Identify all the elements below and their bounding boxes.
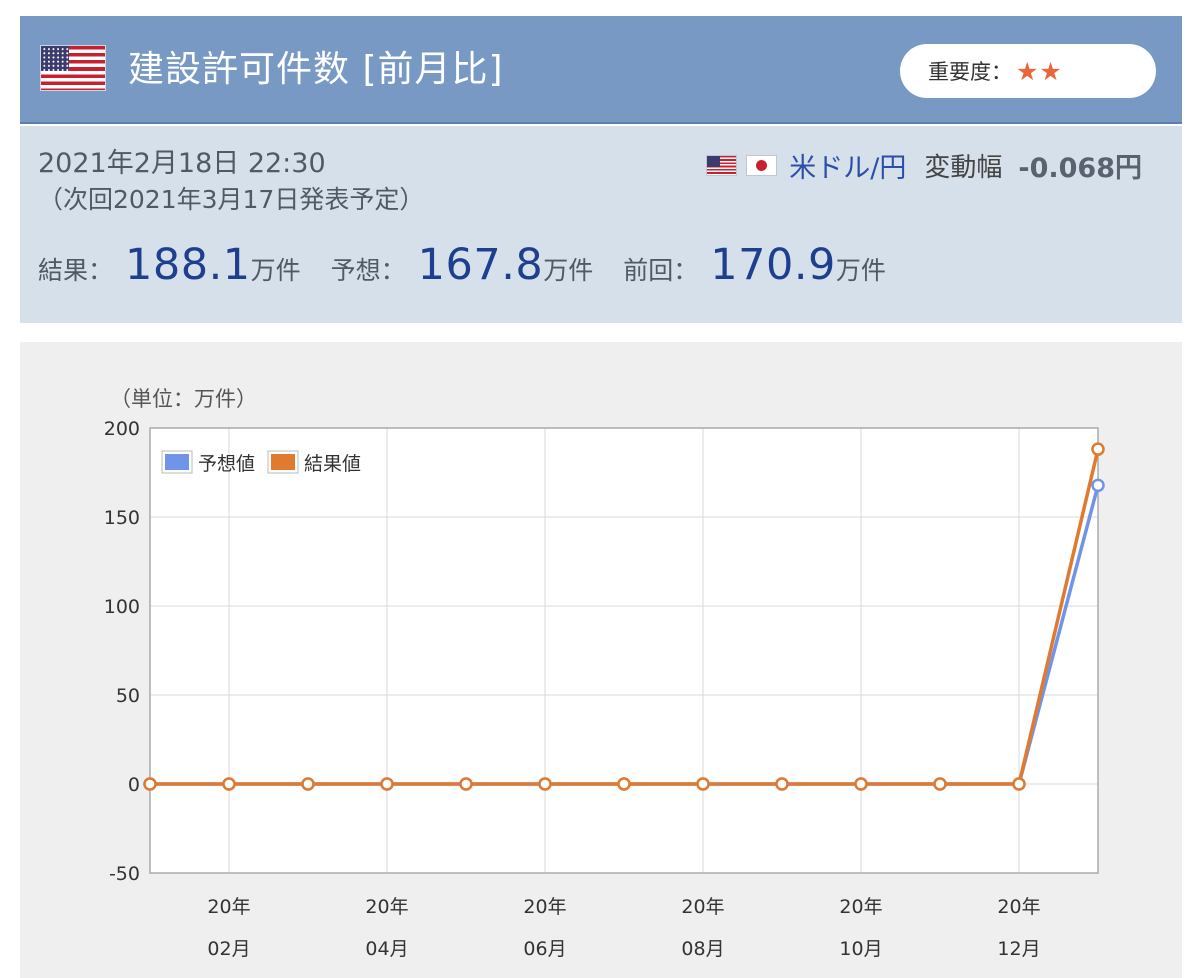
- currency-pair-link[interactable]: 米ドル/円: [789, 153, 907, 184]
- x-tick-label-year: 20年: [207, 896, 250, 918]
- importance-label: 重要度：: [928, 60, 1012, 84]
- legend-label: 結果値: [304, 453, 361, 475]
- data-point-result: [459, 777, 473, 791]
- y-tick-label: 100: [104, 596, 140, 618]
- x-tick-label-year: 20年: [365, 896, 408, 918]
- plot-frame: [149, 427, 1099, 874]
- result-unit: 万件: [250, 256, 301, 285]
- x-tick-label-month: 04月: [365, 938, 408, 960]
- release-datetime: 2021年2月18日 22:30: [38, 148, 326, 179]
- y-tick-label: 50: [116, 685, 140, 707]
- line-chart: （単位：万件） 200 150 100 50 0 -50 20年 02月 20年 04月 20年 06…: [104, 387, 1105, 960]
- currency-pair-change: 米ドル/円 変動幅 -0.068円: [706, 146, 1142, 185]
- previous-unit: 万件: [835, 256, 886, 285]
- data-point-result: [933, 777, 947, 791]
- data-point-result: [222, 777, 236, 791]
- x-tick-label-month: 08月: [681, 938, 724, 960]
- data-point-forecast: [1091, 478, 1105, 493]
- x-tick-label-month: 06月: [523, 938, 566, 960]
- y-tick-label: 0: [128, 774, 140, 796]
- indicator-header: 建設許可件数 [前月比] 重要度： ★★: [20, 16, 1182, 124]
- data-point-result: [143, 777, 157, 791]
- release-info-panel: 2021年2月18日 22:30 （次回2021年3月17日発表予定） 米ドル/…: [20, 126, 1182, 323]
- change-value: -0.068円: [1018, 153, 1142, 184]
- forecast-label: 予想：: [330, 256, 406, 285]
- data-point-result: [1091, 442, 1105, 456]
- x-tick-label-month: 12月: [997, 938, 1040, 960]
- data-point-result: [696, 777, 710, 791]
- x-tick-label-year: 20年: [997, 896, 1040, 918]
- data-point-result: [301, 777, 315, 791]
- importance-badge: 重要度： ★★: [900, 44, 1156, 98]
- y-tick-label: -50: [109, 863, 140, 885]
- data-point-result: [538, 777, 552, 791]
- data-point-result: [1012, 777, 1026, 791]
- plot-area: [150, 428, 1098, 873]
- change-label: 変動幅: [924, 153, 1003, 183]
- forecast-unit: 万件: [543, 256, 594, 285]
- x-tick-label-year: 20年: [839, 896, 882, 918]
- result-value: 188.1: [125, 240, 251, 290]
- x-tick-label-year: 20年: [523, 896, 566, 918]
- us-flag-icon: [706, 155, 738, 176]
- data-point-result: [617, 777, 631, 791]
- indicator-title: 建設許可件数 [前月比]: [128, 49, 504, 90]
- data-point-result: [854, 777, 868, 791]
- x-tick-label-month: 10月: [839, 938, 882, 960]
- chart-panel: （単位：万件） 200 150 100 50 0 -50 20年 02月 20年 04月 20年 06…: [20, 342, 1182, 978]
- legend-label: 予想値: [198, 453, 255, 475]
- next-release-date: （次回2021年3月17日発表予定）: [38, 185, 425, 214]
- forecast-value: 167.8: [417, 240, 544, 290]
- x-tick-label-year: 20年: [681, 896, 724, 918]
- legend-swatch: [271, 454, 295, 470]
- x-tick-label-month: 02月: [207, 938, 250, 960]
- previous-label: 前回：: [623, 256, 699, 285]
- result-label: 結果：: [38, 256, 114, 285]
- legend-swatch: [165, 454, 189, 470]
- importance-stars: ★★: [1016, 56, 1063, 86]
- stats-row: 結果： 188.1 万件 予想： 167.8 万件 前回： 170.9 万件: [38, 240, 916, 290]
- chart-unit-label: （単位：万件）: [110, 387, 257, 411]
- jp-flag-icon: [746, 155, 778, 176]
- data-point-result: [380, 777, 394, 791]
- data-point-result: [775, 777, 789, 791]
- previous-value: 170.9: [710, 240, 836, 290]
- y-tick-label: 150: [104, 507, 140, 529]
- y-tick-label: 200: [104, 418, 140, 440]
- us-flag-icon: [40, 45, 106, 91]
